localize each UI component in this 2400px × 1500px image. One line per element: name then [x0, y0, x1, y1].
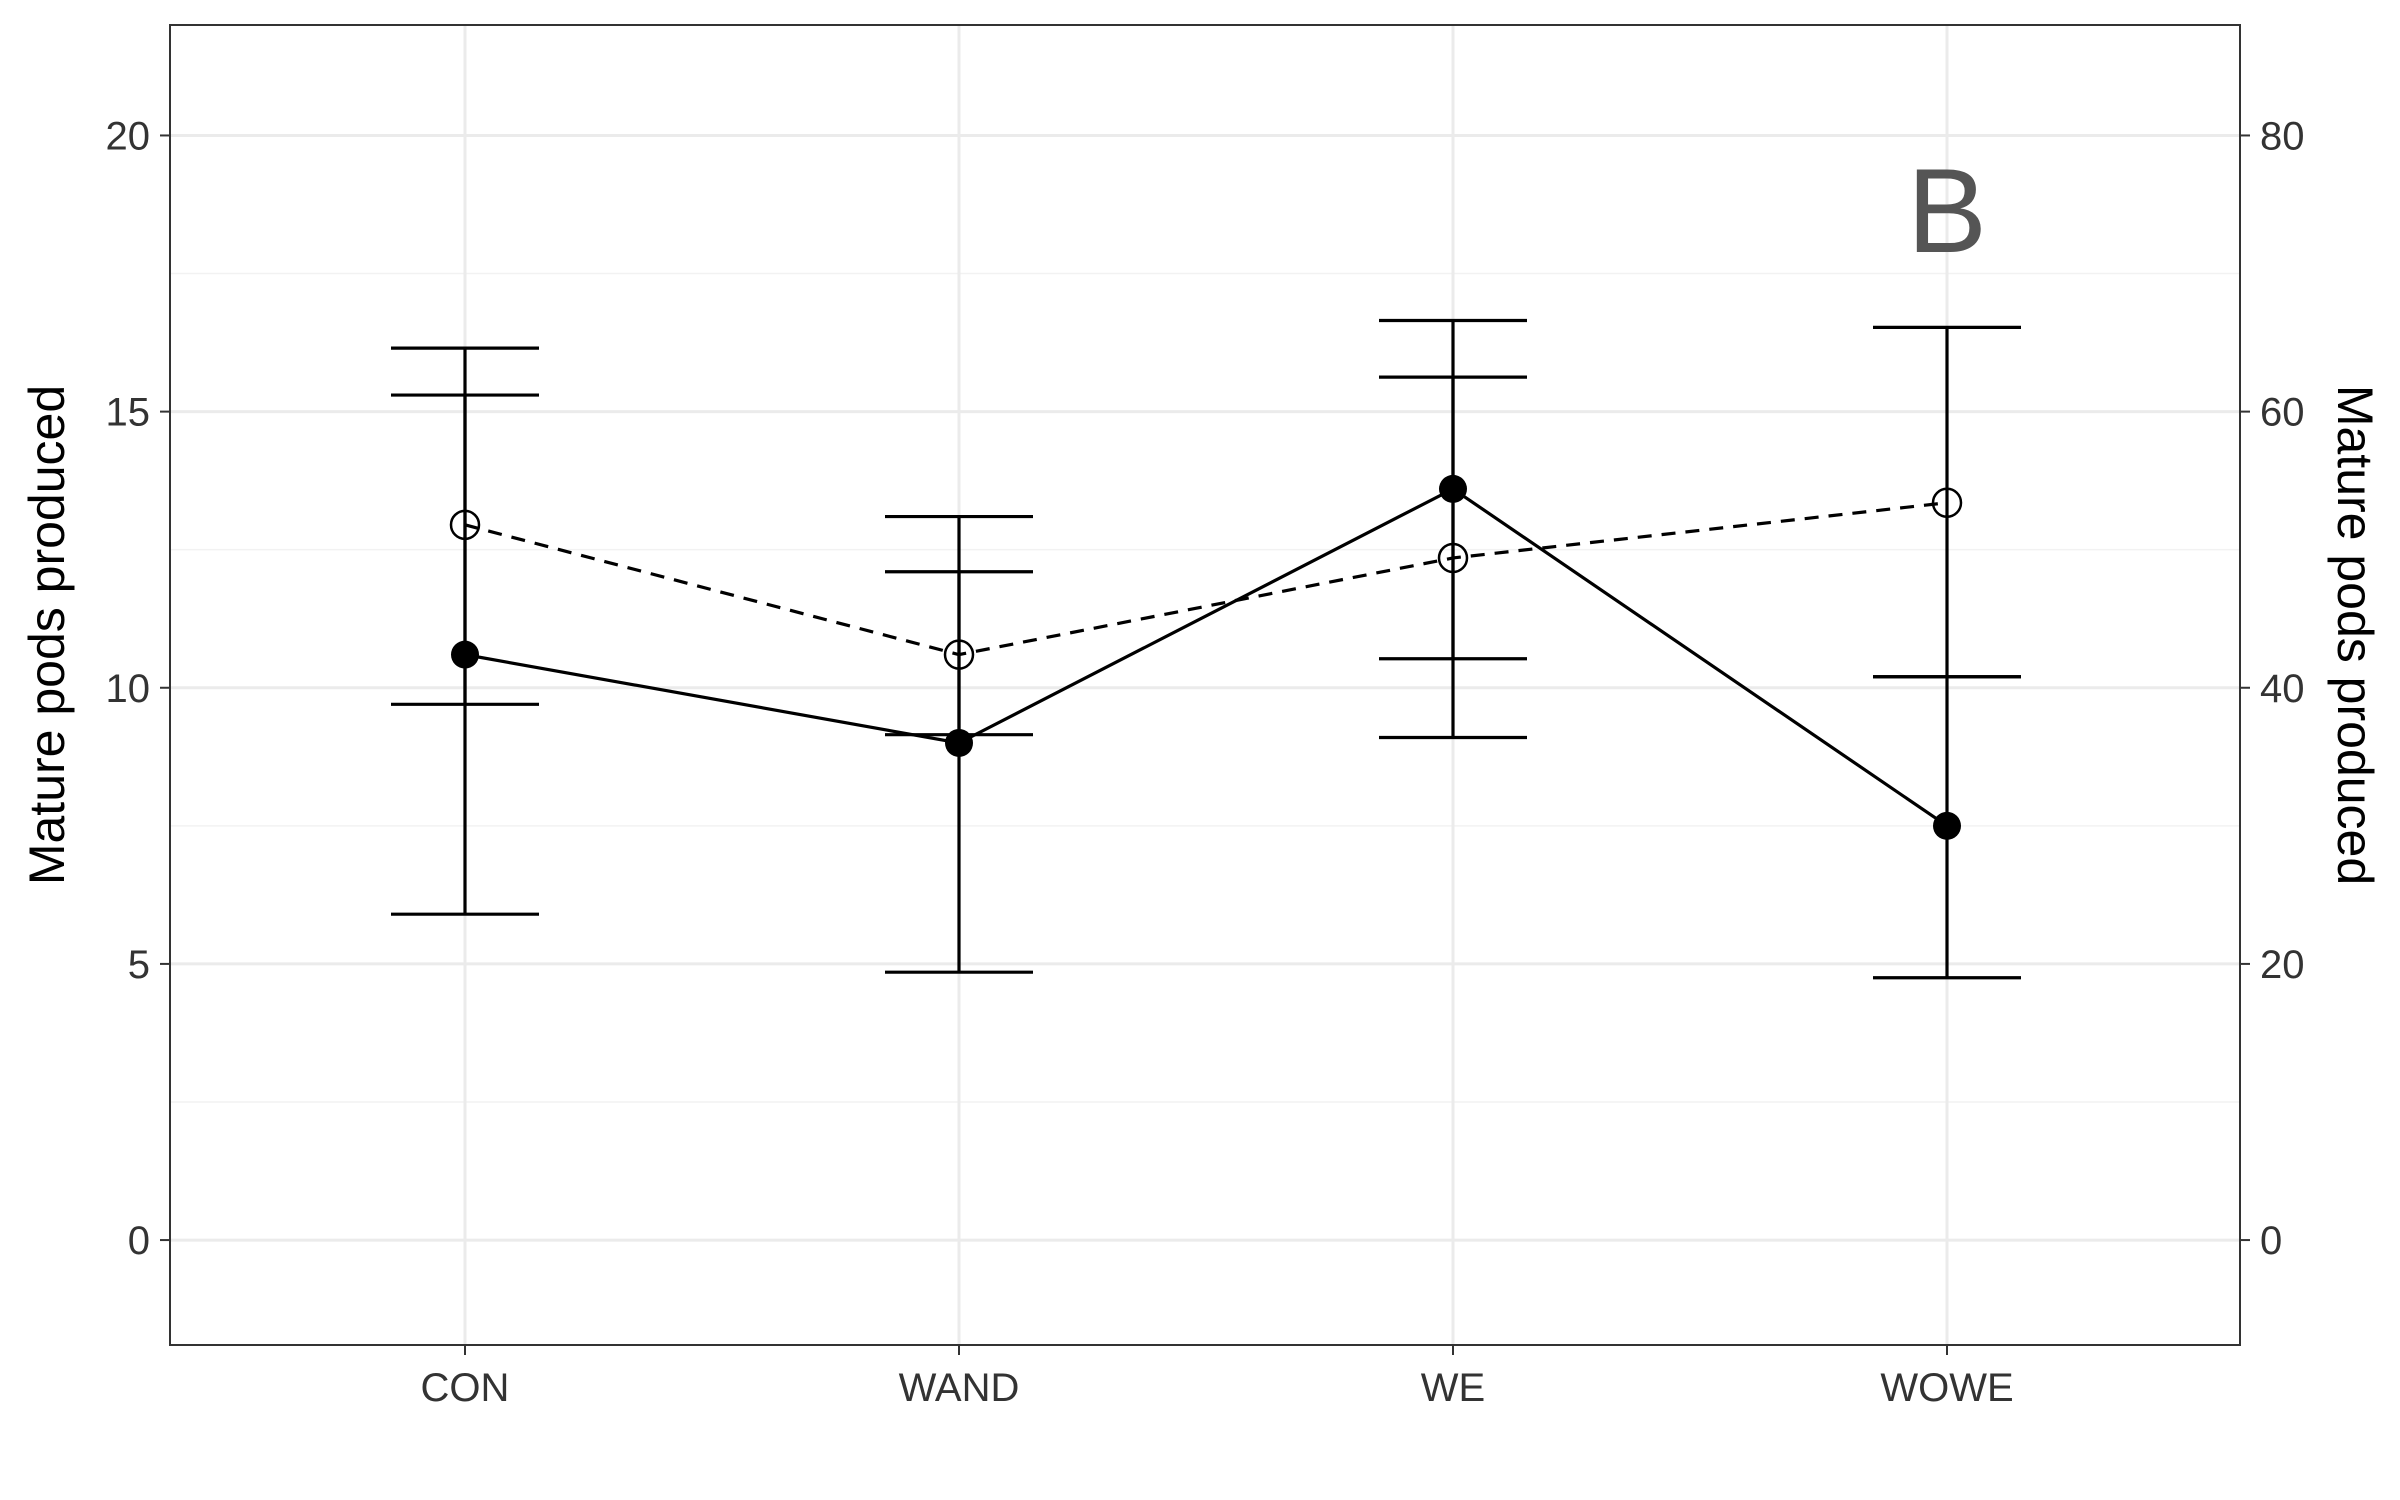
y-tick-label-left: 15: [106, 391, 151, 435]
panel-border: [169, 24, 2241, 1346]
y-tick-label-right: 20: [2260, 943, 2305, 987]
series-line-0: [464, 487, 1948, 828]
data-point-1: [1437, 542, 1469, 574]
y-tick-label-right: 80: [2260, 114, 2305, 158]
y-tick-label-right: 0: [2260, 1219, 2282, 1263]
data-point-0: [1933, 811, 1961, 840]
series-layer: [391, 318, 2021, 980]
data-point-1: [1931, 487, 1963, 518]
data-point-1: [449, 509, 481, 541]
x-tick-label: WE: [1421, 1366, 1485, 1410]
y-axis-title-left: Mature pods produced: [19, 385, 75, 885]
data-point-1: [943, 639, 975, 670]
axis-layer: 0 5 10 15 20 0 20 40 60 80 CON WAND WE WOWE: [106, 114, 2305, 1410]
x-tick-label: CON: [421, 1366, 510, 1410]
y-tick-label-left: 0: [128, 1219, 150, 1263]
x-tick-label: WAND: [899, 1366, 1020, 1410]
y-axis-title-right: Mature pods produced: [2327, 385, 2383, 885]
y-tick-label-right: 40: [2260, 667, 2305, 711]
x-tick-label: WOWE: [1880, 1366, 2013, 1410]
y-tick-label-left: 5: [128, 943, 150, 987]
y-tick-label-right: 60: [2260, 391, 2305, 435]
panel-label: B: [1907, 144, 1987, 278]
y-tick-label-left: 10: [106, 667, 151, 711]
y-tick-label-left: 20: [106, 114, 151, 158]
